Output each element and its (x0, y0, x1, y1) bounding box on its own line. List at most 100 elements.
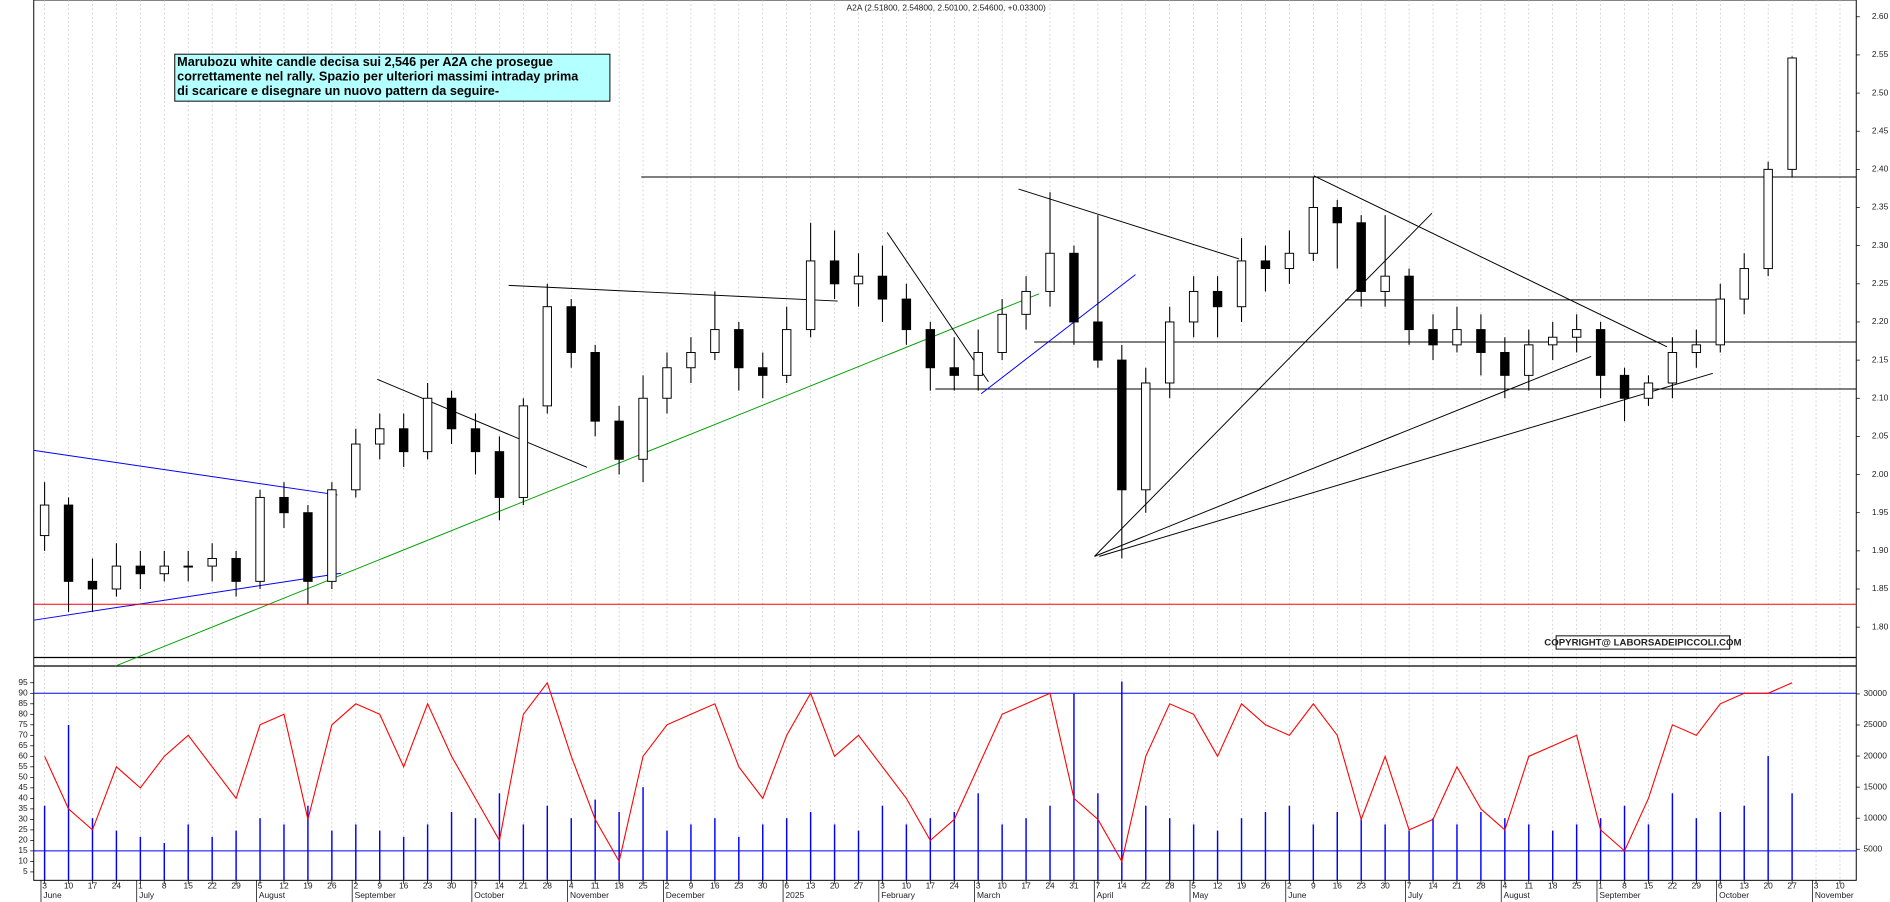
candle-body (805, 260, 816, 331)
x-tick-label: 1 (138, 881, 143, 891)
x-tick-label: 17 (1021, 881, 1031, 891)
x-tick-label: 24 (1045, 881, 1055, 891)
month-label: November (570, 890, 609, 900)
annotation-bg (174, 53, 611, 102)
candle-body (614, 420, 624, 460)
candle-body (231, 557, 241, 582)
candle-body (1524, 344, 1534, 376)
candle-body (1691, 344, 1702, 353)
x-tick-label: 22 (1141, 881, 1151, 891)
x-tick-label: 11 (591, 881, 600, 891)
y-tick-label: 2.25 (1872, 278, 1889, 288)
trendline (33, 449, 338, 496)
y-tick-label: 70 (18, 730, 28, 740)
oscillator-line (44, 681, 1793, 863)
candle-body (925, 329, 936, 369)
y-tick-label: 30 (18, 814, 28, 824)
x-tick-label: 3 (1814, 881, 1819, 891)
x-tick-label: 25 (638, 881, 648, 891)
candle-body (829, 260, 840, 285)
x-tick-label: 28 (543, 881, 553, 891)
candle-body (1332, 207, 1342, 224)
x-tick-label: 30 (1380, 881, 1390, 891)
candle-body (949, 367, 959, 376)
candle-body (446, 397, 457, 430)
x-tick-label: 19 (303, 881, 313, 891)
candle-body (566, 306, 576, 353)
month-label: November (1815, 890, 1854, 900)
x-tick-label: 21 (1452, 881, 1462, 891)
x-tick-label: 23 (1357, 881, 1367, 891)
x-tick-label: 23 (423, 881, 433, 891)
x-tick-label: 14 (1428, 881, 1438, 891)
trendline (377, 378, 588, 468)
candle-body (662, 367, 672, 399)
x-tick-label: 29 (1692, 881, 1702, 891)
trendline (1313, 175, 1668, 348)
x-tick-label: 15 (184, 881, 194, 891)
candle-body (351, 443, 361, 491)
y-tick-label: 80 (18, 709, 28, 719)
x-tick-label: 9 (1311, 881, 1316, 891)
x-tick-label: 25 (1572, 881, 1582, 891)
y2-tick-label: 25000 (1863, 719, 1887, 729)
candle-body (1045, 252, 1055, 292)
trendline (1094, 356, 1592, 557)
candle-body (877, 275, 888, 300)
y-tick-label: 1.85 (1872, 583, 1889, 593)
trendline (1099, 372, 1713, 557)
x-tick-label: 5 (258, 881, 263, 891)
month-label: August (259, 890, 286, 900)
candle-body (1308, 207, 1319, 254)
month-label: June (43, 890, 62, 900)
month-label: 2025 (785, 890, 804, 900)
x-tick-label: 24 (950, 881, 960, 891)
candle-body (135, 565, 146, 575)
y-tick-label: 50 (18, 772, 28, 782)
y-tick-label: 2.00 (1872, 469, 1889, 479)
y2-tick-label: 5000 (1863, 843, 1882, 853)
trendline (508, 284, 838, 302)
candle-body (1356, 222, 1366, 292)
candle-body (1500, 351, 1510, 376)
month-label: September (355, 890, 396, 900)
candle-body (1117, 359, 1127, 491)
trendline (886, 232, 989, 383)
x-tick-label: 2 (353, 881, 358, 891)
annotation-box: Marubozu white candle decisa sui 2,546 p… (174, 53, 611, 102)
y-tick-label: 1.95 (1872, 507, 1889, 517)
candle-body (1476, 329, 1486, 353)
x-tick-label: 21 (519, 881, 529, 891)
candle-body (590, 351, 600, 422)
x-tick-label: 23 (734, 881, 744, 891)
x-tick-label: 6 (1718, 881, 1723, 891)
candle-body (1188, 290, 1199, 323)
x-tick-label: 8 (1622, 881, 1627, 891)
x-tick-label: 18 (614, 881, 624, 891)
x-tick-label: 14 (1117, 881, 1127, 891)
x-tick-label: 6 (784, 881, 789, 891)
candle-body (518, 405, 529, 498)
candle-body (710, 329, 720, 353)
x-tick-label: 10 (64, 881, 74, 891)
x-tick-label: 18 (1548, 881, 1558, 891)
month-label: July (1408, 890, 1424, 900)
x-tick-label: 16 (1333, 881, 1343, 891)
x-tick-label: 26 (327, 881, 337, 891)
candle-body (1284, 252, 1295, 270)
x-tick-label: 3 (880, 881, 885, 891)
candle-body (1452, 329, 1462, 346)
x-tick-label: 5 (1191, 881, 1196, 891)
x-tick-label: 30 (758, 881, 768, 891)
candle-body (686, 351, 696, 369)
candle-body (1643, 382, 1654, 399)
x-tick-label: 3 (976, 881, 981, 891)
y-tick-label: 2.45 (1872, 125, 1889, 135)
y2-tick-label: 15000 (1863, 781, 1887, 791)
y-tick-label: 2.30 (1872, 240, 1889, 250)
candle-body (1428, 329, 1438, 346)
annotation-line: correttamente nel rally. Spazio per ulte… (177, 69, 579, 83)
candle-body (327, 489, 337, 582)
y-tick-label: 1.80 (1872, 621, 1889, 631)
